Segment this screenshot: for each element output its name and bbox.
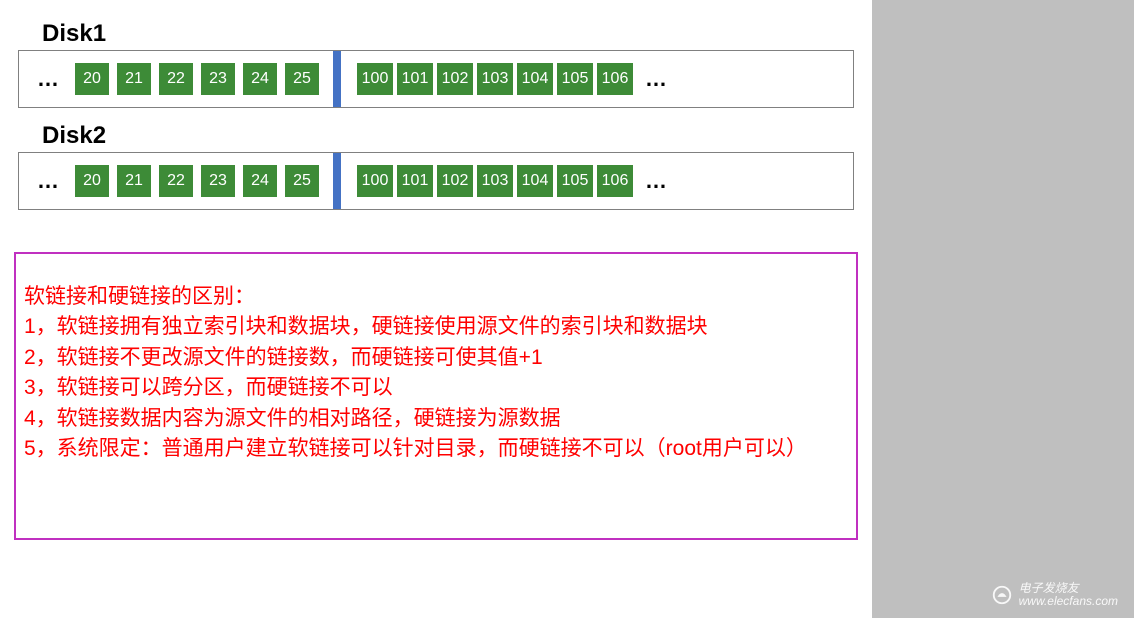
disk1-row: … 20 21 22 23 24 25 100 101 102 103 104 … <box>18 50 854 108</box>
explanation-box: 软链接和硬链接的区别： 1，软链接拥有独立索引块和数据块，硬链接使用源文件的索引… <box>14 252 858 540</box>
disk-block: 20 <box>74 164 110 198</box>
disk-block: 24 <box>242 164 278 198</box>
disk1-label: Disk1 <box>42 20 854 48</box>
disk-block: 20 <box>74 62 110 96</box>
disk-block: 21 <box>116 164 152 198</box>
content-area: Disk1 … 20 21 22 23 24 25 100 101 102 10… <box>0 0 872 234</box>
disk-block: 104 <box>516 164 554 198</box>
disk-block: 105 <box>556 62 594 96</box>
disk-block: 25 <box>284 164 320 198</box>
disk-block: 105 <box>556 164 594 198</box>
watermark-line1: 电子发烧友 <box>1019 582 1118 595</box>
disk-block: 23 <box>200 62 236 96</box>
disk-block: 104 <box>516 62 554 96</box>
explanation-line: 4，软链接数据内容为源文件的相对路径，硬链接为源数据 <box>24 404 848 434</box>
disk-block: 21 <box>116 62 152 96</box>
disk2-row: … 20 21 22 23 24 25 100 101 102 103 104 … <box>18 152 854 210</box>
disk-block: 106 <box>596 62 634 96</box>
disk-block: 103 <box>476 62 514 96</box>
disk-block: 101 <box>396 164 434 198</box>
logo-icon <box>991 584 1013 606</box>
disk-block: 106 <box>596 164 634 198</box>
right-strip <box>872 0 1134 618</box>
explanation-line: 5，系统限定：普通用户建立软链接可以针对目录，而硬链接不可以（root用户可以） <box>24 434 848 464</box>
ellipsis-icon: … <box>635 66 679 92</box>
disk-block: 102 <box>436 62 474 96</box>
watermark: 电子发烧友 www.elecfans.com <box>991 582 1118 608</box>
disk-block: 23 <box>200 164 236 198</box>
disk-block: 100 <box>356 164 394 198</box>
watermark-line2: www.elecfans.com <box>1019 595 1118 608</box>
disk-block: 100 <box>356 62 394 96</box>
disk-block: 102 <box>436 164 474 198</box>
explanation-line: 3，软链接可以跨分区，而硬链接不可以 <box>24 373 848 403</box>
disk-block: 103 <box>476 164 514 198</box>
disk-block: 24 <box>242 62 278 96</box>
explanation-line: 1，软链接拥有独立索引块和数据块，硬链接使用源文件的索引块和数据块 <box>24 312 848 342</box>
disk-block: 22 <box>158 164 194 198</box>
ellipsis-icon: … <box>27 168 71 194</box>
disk2-label: Disk2 <box>42 122 854 150</box>
disk-block: 25 <box>284 62 320 96</box>
partition-divider <box>333 51 341 107</box>
ellipsis-icon: … <box>27 66 71 92</box>
disk-block: 101 <box>396 62 434 96</box>
disk-block: 22 <box>158 62 194 96</box>
explanation-title: 软链接和硬链接的区别： <box>24 282 848 312</box>
ellipsis-icon: … <box>635 168 679 194</box>
watermark-text: 电子发烧友 www.elecfans.com <box>1019 582 1118 608</box>
explanation-line: 2，软链接不更改源文件的链接数，而硬链接可使其值+1 <box>24 343 848 373</box>
partition-divider <box>333 153 341 209</box>
